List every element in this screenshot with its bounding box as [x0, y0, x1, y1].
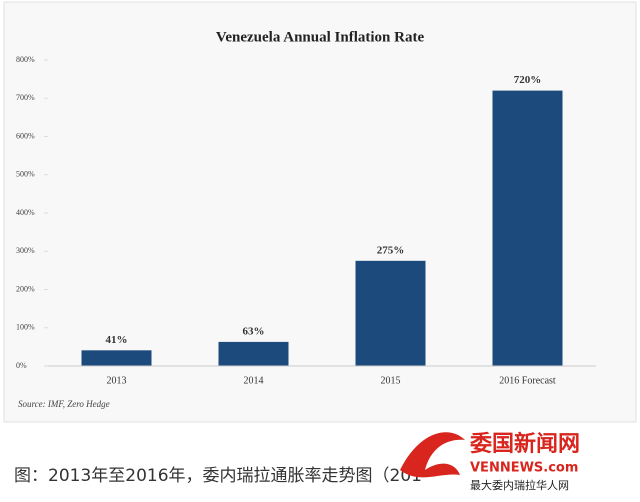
y-tick-label: 600% [16, 131, 35, 140]
watermark-name: 委国新闻网 [470, 431, 580, 457]
bar [355, 260, 426, 366]
y-tick-label: 500% [16, 170, 35, 179]
value-label: 63% [243, 325, 265, 337]
x-tick-label: 2016 Forecast [499, 375, 556, 386]
watermark-site: VENNEWS.com [470, 461, 578, 476]
watermark-slogan: 最大委内瑞拉华人网 [470, 478, 569, 492]
y-tick-label: 0% [16, 361, 27, 370]
x-tick-label: 2014 [244, 375, 264, 386]
y-tick-label: 700% [16, 93, 35, 102]
bar [492, 90, 563, 366]
bar [81, 350, 152, 366]
y-tick-label: 400% [16, 208, 35, 217]
x-tick-label: 2015 [381, 375, 401, 386]
value-label: 41% [106, 334, 128, 346]
x-tick-label: 2013 [107, 375, 127, 386]
value-label: 275% [377, 244, 405, 256]
caption: 图：2013年至2016年，委内瑞拉通胀率走势图（201 [14, 466, 422, 486]
watermark-logo [400, 432, 465, 478]
y-tick-label: 200% [16, 284, 35, 293]
chart-title: Venezuela Annual Inflation Rate [216, 29, 425, 45]
bar [218, 341, 289, 366]
y-tick-label: 100% [16, 323, 35, 332]
y-tick-label: 300% [16, 246, 35, 255]
source: Source: IMF, Zero Hedge [18, 399, 110, 409]
value-label: 720% [514, 74, 542, 86]
y-tick-label: 800% [16, 55, 35, 64]
